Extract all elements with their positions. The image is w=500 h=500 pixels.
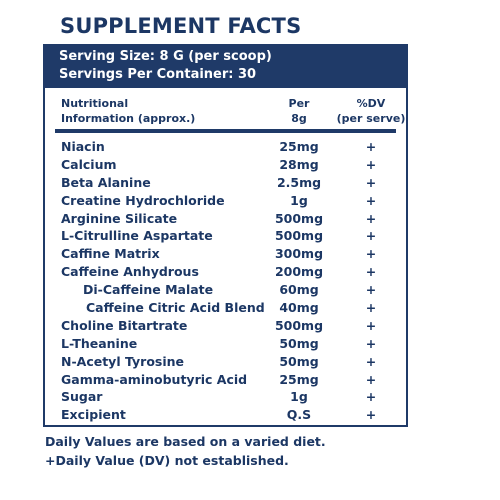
ingredient-dv: + [365,353,377,369]
table-row: N-Acetyl Tyrosine 50mg + [61,353,401,371]
ingredient-name: Caffeine Citric Acid Blend [86,300,265,316]
table-row: Creatine Hydrochloride 1g + [61,192,401,210]
daily-values-footnote: Daily Values are based on a varied diet. [45,434,326,449]
ingredient-name: Beta Alanine [61,174,151,190]
header-per-line2: 8g [291,112,307,125]
ingredient-name: Sugar [61,389,103,405]
ingredient-dv: + [365,246,377,262]
ingredient-name: Choline Bitartrate [61,317,188,333]
nutrition-table: Nutritional Information (approx.) Per 8g… [43,88,408,427]
table-row: L-Theanine 50mg + [61,335,401,353]
servings-per-container: Servings Per Container: 30 [59,67,257,82]
table-row: Calcium 28mg + [61,156,401,174]
serving-size: Serving Size: 8 G (per scoop) [59,49,272,64]
ingredient-amount: 2.5mg [276,174,322,190]
ingredient-amount: 25mg [279,139,319,154]
ingredient-amount: Q.S [286,407,312,423]
header-name-line2: Information (approx.) [61,112,196,125]
ingredient-amount: 200mg [274,264,324,280]
ingredient-name: L-Citrulline Aspartate [61,228,213,244]
table-header: Nutritional Information (approx.) Per 8g… [61,96,405,130]
table-row: Arginine Silicate 500mg + [61,210,401,228]
ingredient-dv: + [365,156,377,172]
ingredient-rows: Niacin 25mg + Calcium 28mg + Beta Alanine 2.5… [61,138,401,424]
ingredient-name: Calcium [61,156,117,172]
ingredient-name: Di-Caffeine Malate [83,282,214,298]
table-row: Caffeine Anhydrous 200mg + [61,263,401,281]
table-row: Niacin 25mg + [61,138,401,156]
ingredient-dv: + [365,407,377,423]
ingredient-amount: 500mg [274,210,324,226]
ingredient-dv: + [365,139,377,154]
header-name-line1: Nutritional [61,97,129,110]
ingredient-name: Gamma-aminobutyric Acid [61,371,248,387]
ingredient-dv: + [365,389,377,405]
ingredient-amount: 1g [290,192,308,208]
ingredient-dv: + [365,317,377,333]
ingredient-name: L-Theanine [61,335,138,351]
table-row: Sugar 1g + [61,388,401,406]
ingredient-dv: + [365,282,377,298]
ingredient-amount: 300mg [274,246,324,262]
dv-not-established-footnote: +Daily Value (DV) not established. [45,453,289,468]
table-row: Caffeine Citric Acid Blend 40mg + [61,299,401,317]
header-dv-line2: (per serve) [336,112,406,125]
ingredient-dv: + [365,228,377,244]
ingredient-amount: 40mg [279,300,319,316]
header-dv-line1: %DV [356,97,386,110]
table-row: Gamma-aminobutyric Acid 25mg + [61,371,401,389]
ingredient-dv: + [365,335,377,351]
ingredient-amount: 25mg [279,371,319,387]
header-per-line1: Per [288,97,310,110]
header-daily-value: %DV (per serve) [331,96,411,126]
ingredient-dv: + [365,174,377,190]
supplement-facts-title: SUPPLEMENT FACTS [60,14,302,38]
ingredient-name: Excipient [61,407,126,423]
ingredient-amount: 1g [290,389,308,405]
table-row: Beta Alanine 2.5mg + [61,174,401,192]
ingredient-name: Arginine Silicate [61,210,178,226]
table-row: Choline Bitartrate 500mg + [61,317,401,335]
ingredient-dv: + [365,300,377,316]
table-row: L-Citrulline Aspartate 500mg + [61,227,401,245]
header-nutritional-information: Nutritional Information (approx.) [61,96,241,126]
header-divider [55,129,396,133]
table-row: Caffine Matrix 300mg + [61,245,401,263]
ingredient-name: Creatine Hydrochloride [61,192,225,208]
ingredient-amount: 500mg [274,228,324,244]
table-row: Excipient Q.S + [61,406,401,424]
ingredient-amount: 50mg [279,353,319,369]
ingredient-amount: 60mg [279,282,319,298]
ingredient-dv: + [365,371,377,387]
ingredient-amount: 28mg [279,156,319,172]
ingredient-amount: 500mg [274,317,324,333]
header-per-serving: Per 8g [269,96,329,126]
ingredient-dv: + [365,210,377,226]
serving-info-bar: Serving Size: 8 G (per scoop) Servings P… [43,44,408,88]
ingredient-name: Caffeine Anhydrous [61,264,199,280]
ingredient-amount: 50mg [279,335,319,351]
ingredient-name: Caffine Matrix [61,246,160,262]
table-row: Di-Caffeine Malate 60mg + [61,281,401,299]
ingredient-name: N-Acetyl Tyrosine [61,353,185,369]
ingredient-name: Niacin [61,139,105,154]
ingredient-dv: + [365,192,377,208]
ingredient-dv: + [365,264,377,280]
